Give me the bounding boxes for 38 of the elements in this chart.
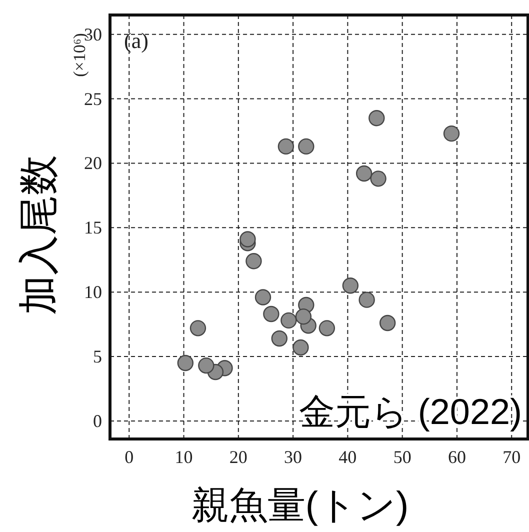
y-tick-label: 20 xyxy=(84,153,102,174)
y-tick-label: 25 xyxy=(84,88,102,109)
point xyxy=(246,253,262,270)
point xyxy=(278,138,294,155)
point xyxy=(379,314,396,332)
x-tick-label: 30 xyxy=(284,447,302,467)
x-tick-label: 40 xyxy=(338,447,357,467)
point xyxy=(370,170,386,187)
y-tick-label: 15 xyxy=(84,218,102,238)
point xyxy=(240,231,256,248)
point xyxy=(198,357,214,374)
y-tick-label: 10 xyxy=(84,282,102,302)
point xyxy=(356,165,372,182)
annotation: (a) xyxy=(124,28,148,53)
x-tick-label: 10 xyxy=(174,447,193,467)
x-tick-label: 60 xyxy=(448,447,466,467)
point xyxy=(295,308,312,325)
point xyxy=(298,138,314,155)
point xyxy=(280,312,297,329)
point xyxy=(342,278,359,294)
point xyxy=(368,110,385,126)
point xyxy=(177,354,194,372)
point xyxy=(292,339,309,356)
y-tick-label: 5 xyxy=(93,346,102,367)
y-tick-label: 0 xyxy=(93,410,102,431)
point xyxy=(271,330,288,347)
x-tick-label: 0 xyxy=(124,447,134,467)
x-tick-label: 20 xyxy=(229,447,248,467)
x-axis-title: 親魚量(トン) xyxy=(191,485,409,527)
y-axis-title: 加入尾数 xyxy=(17,155,61,315)
point xyxy=(190,320,206,336)
point xyxy=(263,306,280,322)
point xyxy=(318,320,336,336)
x-tick-label: 70 xyxy=(502,447,521,467)
point xyxy=(254,289,272,306)
x-tick-label: 50 xyxy=(393,447,412,467)
point xyxy=(443,125,460,142)
point xyxy=(358,292,375,308)
